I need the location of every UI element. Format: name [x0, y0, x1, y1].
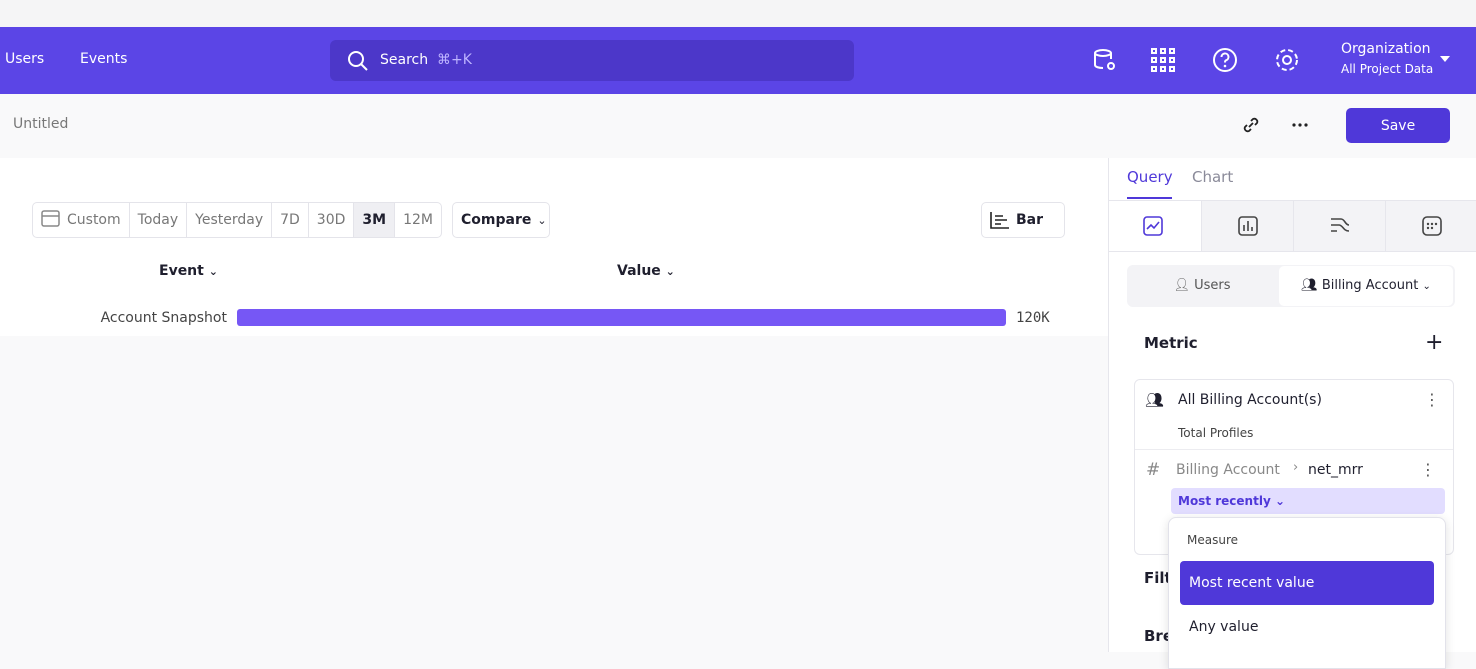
search-shortcut: ⌘+K — [437, 52, 472, 68]
menu-option[interactable]: Most recent value — [1180, 561, 1434, 605]
property-menu[interactable]: ⋮ — [1420, 460, 1436, 479]
chart-type-button[interactable]: Bar — [981, 202, 1065, 238]
compare-label: Compare — [461, 212, 532, 228]
search-placeholder: Search — [380, 52, 429, 68]
nav-bar: Users Events Search ⌘+K Organization All… — [0, 27, 1476, 94]
section-label: Bre — [1144, 627, 1174, 645]
view-tabs — [1109, 200, 1476, 252]
view-tab[interactable] — [1109, 201, 1201, 251]
column-label: Event — [159, 263, 204, 279]
tab-underline — [1127, 197, 1172, 199]
bar-icon — [990, 212, 1009, 229]
calendar-icon — [41, 210, 60, 227]
chevron: › — [1293, 460, 1299, 475]
nav-link[interactable]: Events — [80, 51, 128, 67]
bar-chart: Account Snapshot 120K — [101, 309, 1050, 326]
date-option[interactable]: Yesterday — [187, 203, 273, 237]
row-label: Account Snapshot — [101, 310, 228, 326]
column-header[interactable]: Value ⌄ — [617, 263, 675, 279]
date-label: Custom — [67, 212, 121, 228]
date-option[interactable]: Today — [130, 203, 188, 237]
query-panel: Query Chart 👤︎ Users 👥︎ Billing Account … — [1108, 158, 1476, 669]
date-option[interactable]: 30D — [309, 203, 355, 237]
metric-subtitle: Total Profiles — [1178, 426, 1254, 440]
numeric-icon: # — [1146, 460, 1161, 480]
aggregation-label: Most recently — [1178, 494, 1271, 508]
property-name[interactable]: net_mrr — [1308, 462, 1363, 478]
metric-card: 👥︎ All Billing Account(s) Total Profiles… — [1134, 379, 1454, 555]
measure-menu: Measure Most recent value Any value — [1168, 517, 1446, 669]
section-label: Metric — [1144, 334, 1198, 352]
aggregation-chip[interactable]: Most recently ⌄ — [1171, 488, 1445, 514]
compare-button[interactable]: Compare ⌄ — [452, 202, 550, 238]
view-tab[interactable] — [1385, 201, 1476, 251]
add-metric[interactable]: + — [1425, 330, 1444, 355]
report-area: Custom Today Yesterday 7D 30D 3M 12M Compare ⌄ … — [0, 158, 1108, 336]
bar — [237, 309, 1006, 326]
metric-title[interactable]: All Billing Account(s) — [1178, 392, 1322, 408]
org-caret — [1440, 56, 1450, 62]
save-button[interactable]: Save — [1346, 108, 1450, 143]
org-project: All Project Data — [1341, 62, 1434, 76]
more-icon[interactable] — [1290, 115, 1310, 135]
caret: ⌄ — [537, 214, 547, 227]
date-option[interactable]: 3M — [354, 203, 396, 237]
date-option[interactable]: 7D — [272, 203, 309, 237]
entity-option[interactable]: 👥︎ Billing Account ⌄ — [1279, 266, 1453, 306]
org-switcher[interactable]: Organization All Project Data — [1341, 41, 1433, 76]
apps-icon[interactable] — [1150, 47, 1176, 73]
help-icon[interactable] — [1212, 47, 1238, 73]
settings-icon[interactable] — [1274, 47, 1300, 73]
date-option[interactable]: 12M — [403, 212, 433, 228]
link-icon[interactable] — [1241, 115, 1261, 135]
nav-link[interactable]: Users — [5, 51, 45, 67]
org-name: Organization — [1341, 41, 1431, 57]
chart-type-label: Bar — [1016, 212, 1044, 228]
property-entity: Billing Account — [1176, 462, 1280, 478]
search-icon — [348, 51, 368, 71]
data-icon[interactable] — [1092, 47, 1118, 73]
entity-switch: 👤︎ Users 👥︎ Billing Account ⌄ — [1127, 265, 1455, 307]
entity-option[interactable]: 👤︎ Users — [1173, 278, 1231, 293]
view-tab[interactable] — [1293, 201, 1386, 251]
entity-label: Users — [1194, 278, 1231, 293]
date-range: Custom Today Yesterday 7D 30D 3M 12M — [32, 202, 442, 238]
profile-icon: 👥︎ — [1145, 391, 1165, 409]
view-tab[interactable] — [1201, 201, 1294, 251]
column-header[interactable]: Event ⌄ — [159, 263, 218, 279]
date-option[interactable]: Custom — [33, 203, 130, 237]
divider — [1135, 449, 1453, 450]
panel-tab[interactable]: Query — [1127, 168, 1173, 186]
menu-header: Measure — [1187, 533, 1238, 547]
top-strip — [0, 0, 1476, 27]
search-box[interactable]: Search ⌘+K — [330, 40, 854, 81]
entity-label: Billing Account — [1321, 278, 1419, 293]
menu-option[interactable]: Any value — [1189, 619, 1259, 635]
metric-menu[interactable]: ⋮ — [1424, 390, 1440, 409]
column-label: Value — [617, 263, 661, 279]
value-label: 120K — [1016, 310, 1050, 326]
panel-tab[interactable]: Chart — [1192, 168, 1234, 186]
report-title[interactable]: Untitled — [13, 116, 69, 132]
toolbar: Untitled Save — [0, 94, 1476, 158]
